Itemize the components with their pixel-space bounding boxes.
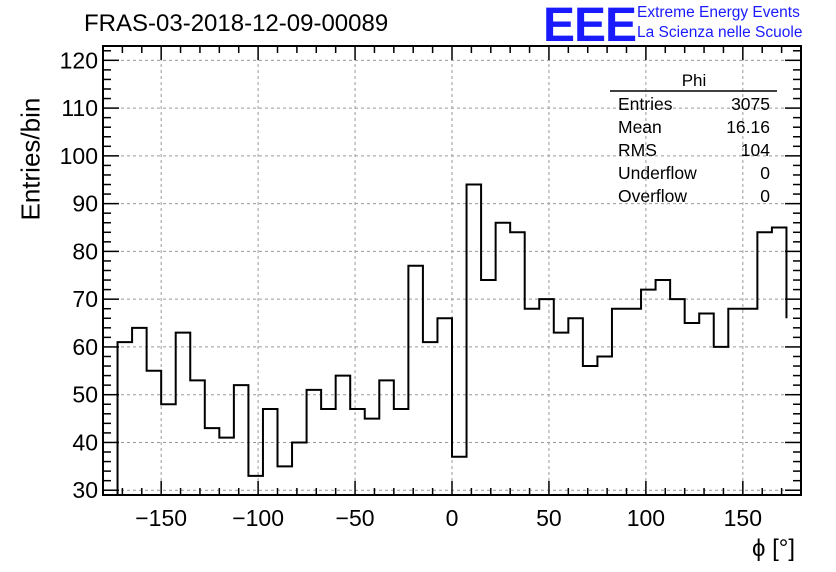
- logo-line-2: La Scienza nelle Scuole: [637, 24, 803, 41]
- histogram-bin: [685, 323, 700, 495]
- histogram-bin: [481, 280, 496, 495]
- histogram-bin: [525, 309, 540, 495]
- y-tick-label: 90: [72, 191, 98, 217]
- stats-label: Overflow: [618, 186, 687, 206]
- histogram-bin: [452, 457, 467, 495]
- histogram-bin: [641, 290, 656, 495]
- histogram-bin: [336, 376, 351, 495]
- y-tick-label: 60: [72, 334, 98, 360]
- histogram-bin: [379, 380, 394, 495]
- histogram-bin: [437, 318, 452, 495]
- histogram-bin: [234, 385, 249, 495]
- y-tick-label: 110: [61, 95, 98, 121]
- y-tick-label: 100: [60, 143, 98, 169]
- stats-value: 0: [760, 186, 770, 206]
- histogram-bin: [219, 438, 234, 495]
- histogram-bin: [408, 266, 423, 495]
- histogram-bin: [568, 318, 583, 495]
- x-tick-label: −100: [232, 505, 284, 531]
- y-tick-label: 50: [72, 382, 98, 408]
- chart-title: FRAS-03-2018-12-09-00089: [84, 10, 389, 37]
- histogram-bin: [292, 442, 307, 495]
- histogram-bin: [670, 299, 685, 495]
- y-tick-label: 40: [72, 429, 98, 455]
- histogram-bin: [394, 409, 409, 495]
- histogram-outline: [116, 183, 788, 495]
- stats-value: 0: [760, 163, 770, 183]
- stats-value: 16.16: [726, 117, 770, 137]
- histogram-bin: [510, 232, 525, 495]
- y-tick-label: 80: [72, 238, 98, 264]
- x-axis-label: ϕ [°]: [752, 535, 796, 562]
- stats-value: 3075: [731, 94, 770, 114]
- histogram-bin: [132, 328, 147, 495]
- x-tick-label: 50: [536, 505, 562, 531]
- histogram-bin: [597, 356, 612, 495]
- histogram-bin: [205, 428, 220, 495]
- histogram-bin: [350, 409, 365, 495]
- histogram-bin: [757, 232, 772, 495]
- y-tick-label: 70: [72, 286, 98, 312]
- y-tick-label: 120: [60, 47, 98, 73]
- stats-title: Phi: [682, 71, 707, 90]
- logo-line-1: Extreme Energy Events: [637, 4, 800, 21]
- x-tick-label: −150: [135, 505, 187, 531]
- histogram-bin: [612, 309, 627, 495]
- histogram-bin: [583, 366, 598, 495]
- x-tick-label: 0: [446, 505, 459, 531]
- histogram-bin: [248, 476, 263, 495]
- stats-label: Mean: [618, 117, 662, 137]
- histogram-bin: [496, 223, 511, 495]
- histogram-bin: [627, 309, 642, 495]
- histogram-bin: [307, 390, 322, 495]
- histogram-bin: [772, 228, 787, 495]
- histogram-bin: [263, 409, 278, 495]
- histogram-bin: [147, 371, 162, 495]
- stats-label: Underflow: [618, 163, 697, 183]
- x-tick-label: 150: [724, 505, 762, 531]
- histogram-bin: [743, 309, 758, 495]
- histogram-bin: [423, 342, 438, 495]
- histogram-bin: [118, 342, 133, 495]
- histogram-bin: [699, 313, 714, 495]
- x-tick-label: 100: [627, 505, 665, 531]
- stats-label: RMS: [618, 140, 657, 160]
- x-tick-label: −50: [336, 505, 375, 531]
- histogram-bin: [278, 466, 293, 495]
- histogram-bin: [539, 299, 554, 495]
- stats-value: 104: [741, 140, 770, 160]
- y-tick-label: 30: [72, 477, 98, 503]
- histogram-bin: [190, 380, 205, 495]
- stats-label: Entries: [618, 94, 673, 114]
- histogram-bin: [467, 185, 482, 495]
- histogram-bin: [728, 309, 743, 495]
- histogram-bin: [365, 419, 380, 495]
- histogram-bin: [714, 347, 729, 495]
- histogram-bin: [554, 333, 569, 495]
- eee-logo-mark: EEE: [543, 0, 637, 52]
- histogram-bin: [176, 333, 191, 495]
- histogram-bin: [161, 404, 176, 495]
- histogram-bin: [656, 280, 671, 495]
- histogram-bin: [321, 409, 336, 495]
